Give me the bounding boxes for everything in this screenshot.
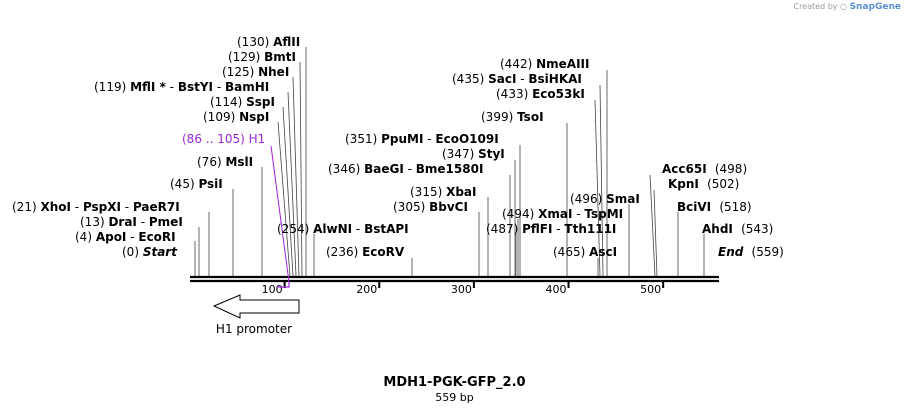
- site-label-drai[interactable]: (13) DraI - PmeI: [80, 215, 183, 229]
- site-label-apoi[interactable]: (4) ApoI - EcoRI: [75, 230, 176, 244]
- site-label-baegi[interactable]: (346) BaeGI - Bme1580I: [328, 162, 483, 176]
- site-label-pflfi[interactable]: (487) PflFI - Tth111I: [486, 222, 616, 236]
- site-label-nhei[interactable]: (125) NheI: [222, 65, 289, 79]
- site-label-msli[interactable]: (76) MslI: [197, 155, 253, 169]
- site-label-asci[interactable]: (465) AscI: [553, 245, 617, 259]
- site-label-acc65i[interactable]: Acc65I (498): [662, 162, 747, 176]
- site-label-nspi[interactable]: (109) NspI: [203, 110, 269, 124]
- site-line-acc65i: [649, 174, 656, 277]
- site-label-sspi[interactable]: (114) SspI: [210, 95, 275, 109]
- site-line-nspi: [277, 121, 291, 277]
- site-line-eco53ki: [594, 99, 601, 277]
- site-line-nhei: [292, 76, 300, 277]
- ruler-tick-label: 300: [451, 283, 472, 296]
- site-label-xhoi[interactable]: (21) XhoI - PspXI - PaeR7I: [12, 200, 180, 214]
- promoter-feature[interactable]: H1 promoter: [212, 294, 300, 336]
- sequence-name: MDH1-PGK-GFP_2.0: [383, 375, 526, 390]
- snapgene-watermark: Created by ○ SnapGene: [793, 2, 901, 12]
- site-label-mfli[interactable]: (119) MflI * - BstYI - BamHI: [94, 80, 269, 94]
- site-label-xbai[interactable]: (315) XbaI: [410, 185, 477, 199]
- primer-leader-line: [270, 145, 290, 283]
- site-label-ecorv[interactable]: (236) EcoRV: [326, 245, 405, 259]
- site-label-bmti[interactable]: (129) BmtI: [228, 50, 296, 64]
- ruler-tick-label: 100: [262, 283, 283, 296]
- site-label-start[interactable]: (0) Start: [122, 245, 178, 259]
- sequence-title-block: MDH1-PGK-GFP_2.0 559 bp: [0, 375, 909, 404]
- site-label-saci[interactable]: (435) SacI - BsiHKAI: [452, 72, 582, 86]
- site-line-sspi: [282, 106, 294, 277]
- site-label-tsoi[interactable]: (399) TsoI: [481, 110, 544, 124]
- site-label-end[interactable]: End (559): [718, 245, 784, 259]
- site-label-ahdi[interactable]: AhdI (543): [702, 222, 773, 236]
- ruler-tick-label: 400: [546, 283, 567, 296]
- promoter-label[interactable]: H1 promoter: [216, 322, 292, 336]
- ruler-tick-label: 500: [640, 283, 661, 296]
- site-label-styi[interactable]: (347) StyI: [442, 147, 505, 161]
- watermark-prefix: Created by: [793, 2, 838, 11]
- site-label-xmai[interactable]: (494) XmaI - TspMI: [502, 207, 623, 221]
- primer-arrow: [277, 281, 290, 288]
- site-label-smai[interactable]: (496) SmaI: [570, 192, 640, 206]
- site-label-bcivi[interactable]: BciVI (518): [677, 200, 752, 214]
- ruler-tick-label: 200: [356, 283, 377, 296]
- site-label-psii[interactable]: (45) PsiI: [170, 177, 223, 191]
- dna-backbone: [190, 275, 719, 283]
- site-lines: [194, 47, 705, 277]
- site-label-kpni[interactable]: KpnI (502): [668, 177, 739, 191]
- watermark-brand: SnapGene: [849, 2, 901, 12]
- sequence-length: 559 bp: [435, 391, 474, 404]
- site-label-eco53ki[interactable]: (433) Eco53kI: [496, 87, 585, 101]
- site-label-ppumi[interactable]: (351) PpuMI - EcoO109I: [345, 132, 499, 146]
- site-label-alwni[interactable]: (254) AlwNI - BstAPI: [277, 222, 409, 236]
- sequence-map: 100 200 300 400 500 (86 .. 105) H1 H1 promot…: [12, 35, 784, 336]
- site-labels: (0) Start(4) ApoI - EcoRI(13) DraI - Pme…: [12, 35, 784, 259]
- site-line-saci: [599, 84, 604, 277]
- site-label-bbvci[interactable]: (305) BbvCI: [393, 200, 468, 214]
- primer-feature[interactable]: (86 .. 105) H1: [182, 132, 290, 288]
- ruler-ticks: 100 200 300 400 500: [262, 281, 665, 296]
- snapgene-logo-icon: ○: [840, 2, 848, 11]
- primer-label[interactable]: (86 .. 105) H1: [182, 132, 265, 146]
- site-label-nmeaiii[interactable]: (442) NmeAIII: [500, 57, 589, 71]
- site-line-bmti: [299, 61, 303, 277]
- site-line-mfli: [287, 91, 297, 277]
- site-label-aflii[interactable]: (130) AflII: [237, 35, 300, 49]
- promoter-arrow: [212, 294, 300, 319]
- site-line-kpni: [653, 189, 658, 277]
